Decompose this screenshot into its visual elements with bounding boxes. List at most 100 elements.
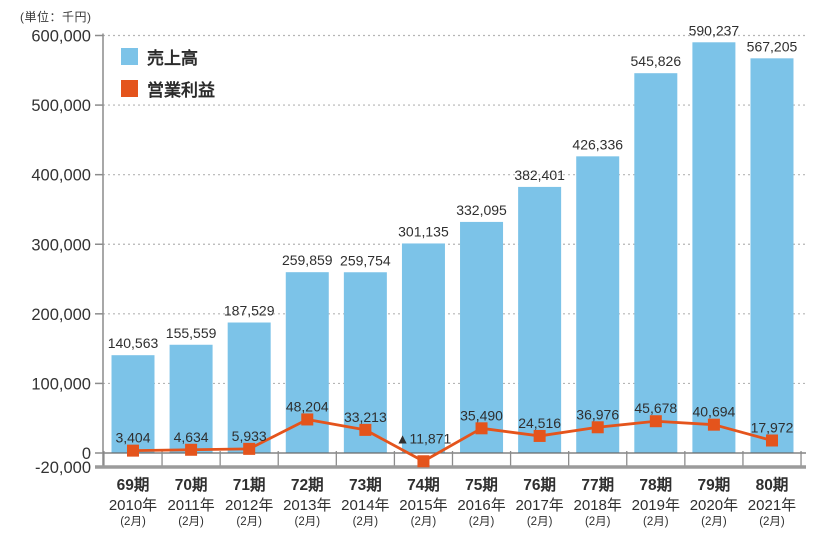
x-label-month: (2月) xyxy=(236,516,262,528)
x-label-year: 2010年 xyxy=(109,497,157,514)
y-tick-label: 100,000 xyxy=(31,375,91,393)
profit-marker xyxy=(243,442,256,455)
sales-bar xyxy=(576,156,620,454)
x-label-month: (2月) xyxy=(469,516,495,528)
sales-swatch-icon xyxy=(121,48,138,65)
profit-marker xyxy=(707,418,720,431)
y-tick-label: 600,000 xyxy=(31,28,91,46)
sales-value-label: 259,754 xyxy=(340,252,391,268)
profit-value-labels: 3,404 4,634 5,933 48,204 33,213 ▲11,871 35,490… xyxy=(115,398,793,446)
sales-bar xyxy=(692,42,736,453)
profit-marker xyxy=(185,443,198,456)
x-label-month: (2月) xyxy=(294,516,320,528)
x-label-period: 71期 xyxy=(233,475,266,494)
legend-label-profit: 営業利益 xyxy=(147,81,215,100)
profit-markers xyxy=(127,413,778,468)
sales-value-label: 332,095 xyxy=(456,202,507,218)
x-label-period: 70期 xyxy=(175,475,208,494)
x-label-month: (2月) xyxy=(585,516,611,528)
profit-marker xyxy=(533,429,546,442)
sales-bar xyxy=(401,243,445,453)
sales-bar xyxy=(343,272,387,453)
x-label-year: 2019年 xyxy=(632,497,680,514)
y-tick-label: 400,000 xyxy=(31,167,91,185)
sales-value-label: 187,529 xyxy=(224,303,275,319)
sales-value-label: 259,859 xyxy=(282,252,333,268)
y-tick-label: -20,000 xyxy=(35,459,91,477)
sales-value-label: 545,826 xyxy=(631,53,682,69)
y-tick-label: 300,000 xyxy=(31,236,91,254)
x-label-year: 2018年 xyxy=(574,497,622,514)
y-tick-label: 0 xyxy=(82,445,91,463)
profit-marker xyxy=(301,413,314,426)
x-label-period: 76期 xyxy=(523,475,556,494)
profit-marker xyxy=(127,444,139,457)
x-label-period: 73期 xyxy=(349,475,382,494)
profit-swatch-icon xyxy=(121,80,138,97)
sales-bar xyxy=(634,73,678,453)
profit-marker xyxy=(591,421,604,434)
x-label-period: 77期 xyxy=(581,475,614,494)
profit-value-label: 3,404 xyxy=(115,430,150,446)
profit-value-label: 5,933 xyxy=(232,428,267,444)
sales-bar xyxy=(750,58,794,453)
sales-value-label: 590,237 xyxy=(689,22,740,38)
x-label-month: (2月) xyxy=(527,516,553,528)
profit-marker xyxy=(417,455,430,468)
x-label-year: 2012年 xyxy=(225,497,273,514)
sales-value-label: 567,205 xyxy=(747,38,798,54)
profit-marker xyxy=(475,422,488,435)
x-label-period: 74期 xyxy=(407,475,440,494)
sales-bar xyxy=(227,322,271,453)
x-label-period: 79期 xyxy=(698,475,731,494)
x-label-year: 2017年 xyxy=(515,497,563,514)
x-axis-ticks xyxy=(103,451,802,467)
x-label-month: (2月) xyxy=(411,516,437,528)
x-label-year: 2013年 xyxy=(283,497,331,514)
profit-value-label: ▲11,871 xyxy=(396,430,452,446)
sales-value-labels: 140,563 155,559 187,529 259,859 259,754 301,1… xyxy=(108,22,798,351)
x-label-period: 72期 xyxy=(291,475,324,494)
x-label-year: 2020年 xyxy=(690,497,738,514)
profit-marker xyxy=(765,434,778,447)
x-label-period: 69期 xyxy=(117,475,150,494)
profit-line xyxy=(132,418,773,463)
x-axis-labels: 69期 2010年 (2月) 70期 2011年 (2月) 71期 2012年 (2月) 72期 2… xyxy=(109,475,796,528)
profit-value-label: 35,490 xyxy=(460,407,503,423)
x-label-year: 2021年 xyxy=(748,497,796,514)
x-label-month: (2月) xyxy=(178,516,204,528)
y-tick-label: 500,000 xyxy=(31,97,91,115)
legend: 売上高 営業利益 xyxy=(121,44,215,101)
legend-label-sales: 売上高 xyxy=(147,49,198,68)
x-label-year: 2016年 xyxy=(457,497,505,514)
x-label-year: 2014年 xyxy=(341,497,389,514)
x-label-year: 2015年 xyxy=(399,497,447,514)
profit-value-label: 4,634 xyxy=(174,429,209,445)
x-label-month: (2月) xyxy=(120,516,146,528)
profit-marker xyxy=(359,423,372,436)
profit-value-label: 48,204 xyxy=(286,398,329,414)
sales-value-label: 382,401 xyxy=(514,167,565,183)
x-label-period: 75期 xyxy=(465,475,498,494)
profit-marker xyxy=(649,415,662,428)
x-label-month: (2月) xyxy=(701,516,727,528)
sales-value-label: 140,563 xyxy=(108,335,159,351)
x-label-year: 2011年 xyxy=(167,497,214,514)
legend-item-sales: 売上高 xyxy=(121,44,215,69)
gridlines xyxy=(103,34,806,385)
sales-bar xyxy=(460,221,504,453)
x-label-period: 78期 xyxy=(639,475,672,494)
x-label-month: (2月) xyxy=(643,516,669,528)
x-label-month: (2月) xyxy=(353,516,379,528)
profit-value-label: 17,972 xyxy=(751,419,794,435)
sales-bars xyxy=(111,42,794,454)
unit-label: (単位：千円) xyxy=(20,10,92,24)
profit-value-label: 45,678 xyxy=(634,400,677,416)
y-axis: 600,000 500,000 400,000 300,000 200,000 100,0… xyxy=(31,28,104,477)
sales-bar xyxy=(169,344,213,453)
profit-value-label: 36,976 xyxy=(576,406,619,422)
sales-value-label: 426,336 xyxy=(572,136,623,152)
legend-item-profit: 営業利益 xyxy=(121,76,215,101)
profit-value-label: 24,516 xyxy=(518,415,561,431)
